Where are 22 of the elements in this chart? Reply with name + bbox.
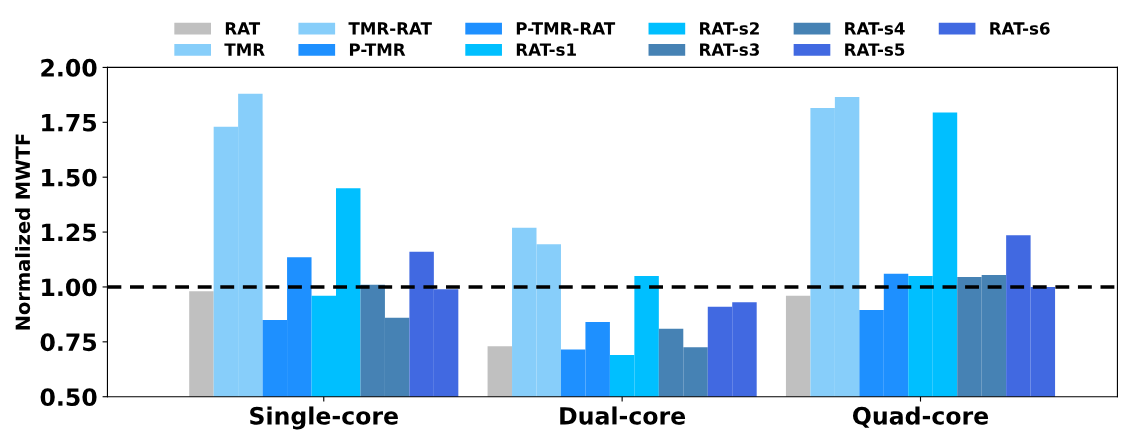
y-tick-label: 1.50 xyxy=(42,168,97,187)
y-axis-title: Normalized MWTF xyxy=(15,134,31,330)
legend-label: RAT xyxy=(225,22,261,35)
legend-label: RAT-s3 xyxy=(700,43,759,56)
y-tick-label: 1.75 xyxy=(42,114,97,132)
y-tick-label: 1.25 xyxy=(42,223,97,242)
legend-label: RAT-s2 xyxy=(700,22,759,35)
legend-label: RAT-s6 xyxy=(990,22,1050,35)
legend-label: RAT-s4 xyxy=(845,22,905,35)
y-tick-label: 2.00 xyxy=(41,58,97,77)
legend-label: P-TMR xyxy=(349,43,406,56)
x-tick-label: Quad-core xyxy=(852,406,989,428)
legend-label: RAT-s5 xyxy=(845,43,905,56)
legend-label: TMR-RAT xyxy=(348,22,432,35)
y-tick-label: 1.00 xyxy=(42,278,97,297)
legend-label: P-TMR-RAT xyxy=(516,22,616,35)
legend-label: RAT-s1 xyxy=(516,43,576,56)
y-tick-label: 0.50 xyxy=(40,388,97,407)
y-tick-label: 0.75 xyxy=(40,333,97,352)
legend-label: TMR xyxy=(224,43,265,56)
x-tick-label: Single-core xyxy=(250,406,398,430)
x-tick-label: Dual-core xyxy=(560,406,686,425)
